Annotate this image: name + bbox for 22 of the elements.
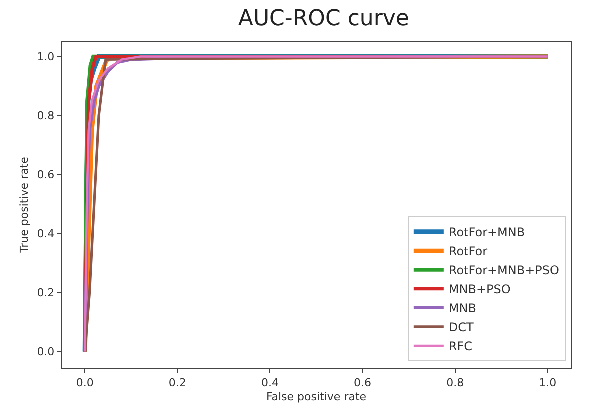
y-tick-label: 0.6 (37, 168, 55, 182)
x-tick-label: 0.6 (354, 376, 372, 390)
legend-label: MNB+PSO (448, 282, 511, 297)
chart-title: AUC-ROC curve (238, 6, 410, 32)
legend-label: DCT (448, 320, 475, 335)
x-tick-label: 0.8 (446, 376, 464, 390)
x-tick-label: 0.0 (76, 376, 94, 390)
x-tick-label: 1.0 (539, 376, 557, 390)
y-axis-title: True positive rate (18, 156, 31, 254)
legend-label: RotFor+MNB+PSO (448, 264, 560, 278)
legend-label: RotFor (448, 244, 488, 259)
y-tick-label: 0.0 (37, 346, 55, 359)
y-tick-label: 1.0 (37, 50, 55, 64)
x-axis-title: False positive rate (266, 390, 367, 404)
y-tick-label: 0.8 (37, 110, 55, 123)
legend-label: RFC (448, 340, 473, 354)
x-tick-label: 0.4 (261, 376, 279, 390)
legend-label: MNB (448, 302, 476, 316)
x-tick-label: 0.2 (168, 376, 186, 390)
y-tick-label: 0.4 (37, 228, 55, 241)
legend-label: RotFor+MNB (448, 226, 526, 240)
y-tick-label: 0.2 (37, 286, 55, 300)
